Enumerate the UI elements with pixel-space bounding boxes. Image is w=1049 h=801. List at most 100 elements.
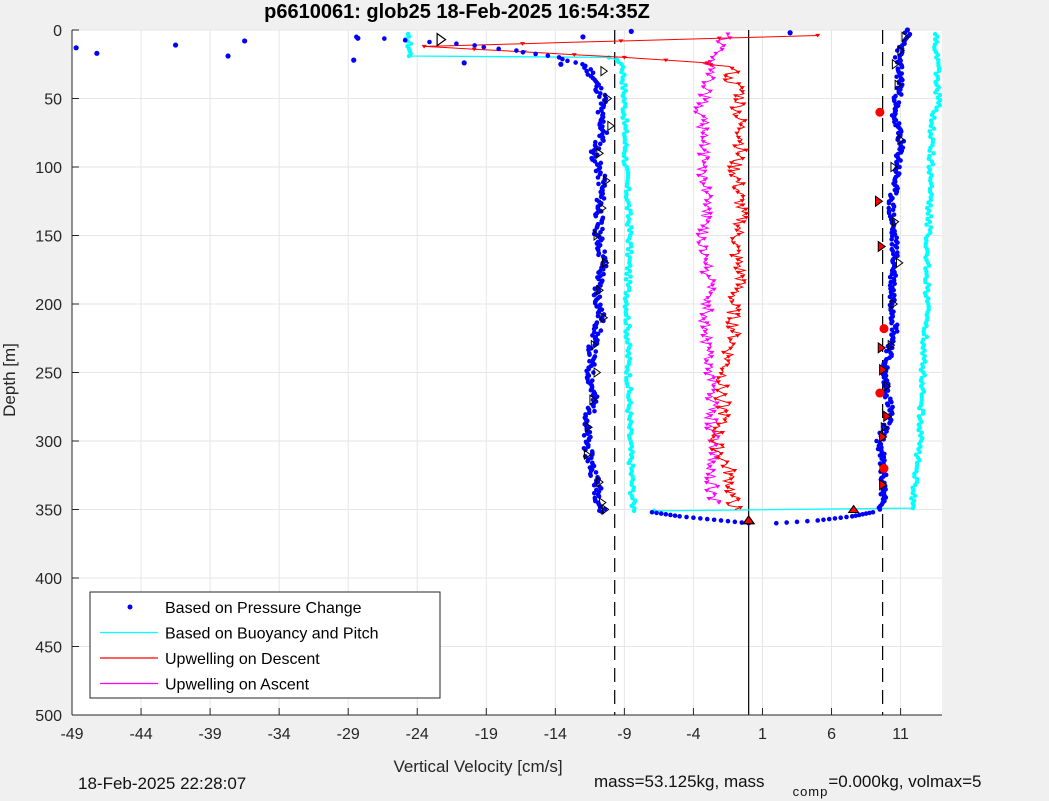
upwelling-descent-marker <box>727 169 733 174</box>
legend-box <box>89 591 441 699</box>
upwelling-descent-marker <box>726 317 732 321</box>
upwelling-ascent-marker <box>702 371 709 376</box>
pressure-change-point <box>596 494 602 499</box>
pressure-change-point <box>853 513 858 518</box>
legend-label: Based on Buoyancy and Pitch <box>165 626 378 643</box>
upwelling-descent-marker <box>735 70 741 75</box>
upwelling-ascent-marker <box>702 329 708 334</box>
upwelling-descent-marker <box>712 397 719 401</box>
pressure-change-point <box>595 109 601 115</box>
upwelling-descent-marker <box>715 456 721 460</box>
upwelling-descent-marker <box>730 241 737 245</box>
buoyancy-pitch-point <box>625 340 630 345</box>
upwelling-descent-marker <box>421 44 427 49</box>
upwelling-descent-marker <box>735 498 741 502</box>
buoyancy-pitch-point <box>406 34 412 39</box>
upwelling-ascent-marker <box>706 275 712 279</box>
upwelling-descent-marker <box>726 165 732 170</box>
pressure-change-point <box>472 43 477 48</box>
pressure-change-point <box>725 518 731 524</box>
upwelling-descent-marker <box>740 194 746 199</box>
upwelling-ascent-marker <box>715 484 721 489</box>
upwelling-descent-marker <box>735 135 742 140</box>
upwelling-ascent-marker <box>709 308 715 313</box>
pressure-change-point <box>870 509 876 515</box>
pressure-change-point <box>649 509 655 515</box>
upwelling-ascent-marker <box>708 194 714 199</box>
upwelling-descent-marker <box>724 321 731 326</box>
pressure-change-point <box>704 516 710 522</box>
pressure-change-point <box>560 56 565 62</box>
upwelling-ascent-marker <box>710 76 716 81</box>
buoyancy-pitch-point <box>916 414 922 419</box>
upwelling-ascent-marker <box>707 464 713 469</box>
pressure-change-point <box>597 141 603 147</box>
pressure-change-point <box>878 491 884 497</box>
upwelling-ascent-marker <box>704 367 710 372</box>
upwelling-descent-marker <box>621 55 627 60</box>
pressure-change-outlier <box>355 35 361 41</box>
model-marker-ascent <box>883 380 892 392</box>
buoyancy-pitch-point <box>631 488 636 493</box>
pressure-change-point <box>838 515 844 521</box>
upwelling-ascent-marker <box>710 468 717 473</box>
pressure-change-point <box>677 514 682 519</box>
upwelling-ascent-marker <box>706 346 712 351</box>
pressure-change-point <box>591 490 597 496</box>
pressure-change-point <box>454 41 459 46</box>
x-tick-label: -44 <box>129 726 152 743</box>
pressure-change-point <box>863 511 869 516</box>
pressure-change-point <box>889 399 894 405</box>
upwelling-descent-marker <box>735 283 741 288</box>
buoyancy-pitch-point <box>628 211 633 216</box>
upwelling-descent-marker <box>718 371 724 376</box>
upwelling-ascent-marker <box>707 216 713 220</box>
pressure-change-point <box>427 39 432 45</box>
white-triangle-marker <box>436 32 447 47</box>
pressure-change-point <box>591 482 597 488</box>
y-tick-label: 250 <box>35 366 62 383</box>
buoyancy-pitch-point <box>616 59 621 65</box>
upwelling-descent-marker <box>471 47 477 52</box>
pressure-change-point <box>784 520 789 525</box>
pressure-change-point <box>889 241 895 247</box>
model-marker-ascent <box>897 45 906 57</box>
upwelling-descent-marker <box>725 359 731 363</box>
buoyancy-pitch-point <box>620 85 625 91</box>
pressure-change-point <box>889 237 894 242</box>
buoyancy-pitch-point <box>925 216 930 222</box>
y-tick-label: 350 <box>35 503 62 520</box>
pressure-change-point <box>591 370 596 375</box>
x-tick-label: -4 <box>686 726 700 743</box>
upwelling-descent-marker <box>728 173 734 178</box>
upwelling-ascent-marker <box>711 376 717 380</box>
pressure-change-point <box>895 240 900 245</box>
upwelling-descent-marker <box>736 110 743 115</box>
pressure-change-point <box>849 514 855 519</box>
buoyancy-pitch-point <box>624 353 630 359</box>
upwelling-descent-marker <box>733 98 739 102</box>
buoyancy-pitch-point <box>620 115 625 120</box>
upwelling-ascent-marker <box>692 110 699 115</box>
upwelling-descent-marker <box>735 245 741 250</box>
upwelling-ascent-marker <box>714 401 720 406</box>
pressure-change-point <box>887 420 892 426</box>
upwelling-descent-marker <box>709 447 715 452</box>
upwelling-ascent-marker <box>701 317 707 321</box>
buoyancy-pitch-point <box>624 156 629 161</box>
red-triangle-marker <box>879 430 888 443</box>
upwelling-ascent-marker <box>711 409 717 414</box>
upwelling-descent-marker <box>734 228 740 233</box>
upwelling-ascent-marker <box>700 119 706 123</box>
pressure-change-outlier <box>225 53 231 59</box>
upwelling-descent-marker <box>715 405 721 410</box>
model-marker-ascent <box>891 58 900 70</box>
upwelling-ascent-marker <box>699 325 705 330</box>
pressure-change-point <box>592 408 597 414</box>
upwelling-descent-marker <box>711 435 717 439</box>
upwelling-ascent-marker <box>695 173 702 178</box>
pressure-change-point <box>592 286 598 291</box>
pressure-change-point <box>588 67 594 72</box>
x-tick-label: -9 <box>617 726 631 743</box>
pressure-change-outlier <box>172 42 179 48</box>
